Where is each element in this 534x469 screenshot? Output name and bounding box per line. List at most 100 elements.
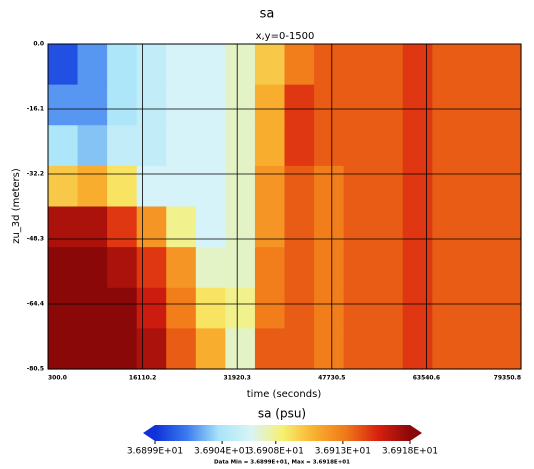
heatmap-cell [225,287,256,329]
heatmap-cell [373,247,404,289]
heatmap-cell [491,125,522,167]
heatmap-cell [195,328,226,370]
heatmap-cell [373,125,404,167]
footer: Data Min = 3.6899E+01, Max = 3.6918E+01 [214,460,350,466]
heatmap-cell [284,84,315,126]
heatmap-cell [461,84,493,126]
heatmap-cell [284,206,315,248]
heatmap-cell [254,125,286,167]
heatmap-cell [491,44,522,86]
heatmap-cell [432,247,463,289]
heatmap-cell [432,44,463,86]
heatmap-cell [254,247,286,289]
heatmap-cell [461,328,493,370]
heatmap-cell [402,287,433,329]
x-tick-label: 300.0 [48,375,67,382]
heatmap-cell [314,328,345,370]
colorbar-tick-label: 3.6913E+01 [315,447,371,457]
colorbar-title: sa (psu) [258,407,306,421]
heatmap-cell [48,125,79,167]
heatmap-cell [373,44,404,86]
heatmap-cell [166,247,197,289]
heatmap-cell [107,125,138,167]
heatmap-cell [461,206,493,248]
heatmap-cell [48,247,79,289]
heatmap-cell [195,206,226,248]
heatmap-cell [343,287,374,329]
heatmap-cell [195,44,226,86]
y-tick-label: -32.2 [27,171,44,178]
heatmap-cell [402,165,433,208]
colorbar-tick-label: 3.6918E+01 [382,447,438,457]
heatmap-cell [136,84,167,126]
heatmap-cell [107,247,138,289]
heatmap-cell [432,84,463,126]
heatmap-cell [166,328,197,370]
x-tick-label: 31920.3 [224,375,251,382]
heatmap-cell [254,165,286,208]
heatmap-cell [461,287,493,329]
heatmap-cell [432,125,463,167]
heatmap-cell [491,287,522,329]
heatmap-cell [77,328,108,370]
heatmap-cell [343,125,374,167]
heatmap-cell [166,44,197,86]
x-tick-label: 63540.6 [413,375,440,382]
heatmap-cell [48,44,79,86]
colorbar-tick-label: 3.6908E+01 [248,447,304,457]
heatmap-cell [402,247,433,289]
y-axis-label: zu_3d (meters) [11,168,22,244]
heatmap-cell [373,328,404,370]
colorbar-tick-label: 3.6899E+01 [127,447,183,457]
heatmap-cell [314,44,345,86]
heatmap-cell [343,328,374,370]
heatmap-cell [491,206,522,248]
y-tick-label: -48.3 [27,236,44,243]
heatmap-cell [77,247,108,289]
heatmap-cell [136,165,167,208]
heatmap-cell [136,44,167,86]
heatmap-cell [343,165,374,208]
heatmap-cell [314,84,345,126]
heatmap-cell [136,287,167,329]
heatmap-cell [284,125,315,167]
heatmap-cell [225,206,256,248]
heatmap-cell [136,247,167,289]
heatmap-cell [284,287,315,329]
heatmap-cell [343,44,374,86]
heatmap-cell [402,328,433,370]
heatmap-cell [195,165,226,208]
x-tick-label: 16110.2 [129,375,156,382]
heatmap-cell [461,125,493,167]
heatmap-cell [136,125,167,167]
heatmap-cell [491,247,522,289]
heatmap-cell [491,328,522,370]
heatmap-cell [195,247,226,289]
heatmap-cell [77,84,108,126]
colorbar-over-arrow [410,425,422,441]
heatmap-cell [48,328,79,370]
heatmap-cell [48,287,79,329]
heatmap-cell [136,328,167,370]
heatmap-cell [77,206,108,248]
heatmap-cell [284,44,315,86]
heatmap-cell [314,287,345,329]
heatmap-cell [136,206,167,248]
heatmap-cell [373,287,404,329]
heatmap-cell [254,206,286,248]
heatmap-cell [166,206,197,248]
heatmap-cell [373,206,404,248]
heatmap-cell [77,44,108,86]
y-tick-label: -16.1 [27,106,44,113]
colorbar-tick-label: 3.6904E+01 [194,447,250,457]
colorbar-under-arrow [143,425,155,441]
heatmap-cell [77,165,108,208]
heatmap-cell [225,125,256,167]
heatmap-cell [48,165,79,208]
heatmap-cell [432,287,463,329]
heatmap-cell [402,84,433,126]
colorbar [155,425,410,441]
heatmap-cell [166,84,197,126]
x-axis-label: time (seconds) [247,389,322,400]
